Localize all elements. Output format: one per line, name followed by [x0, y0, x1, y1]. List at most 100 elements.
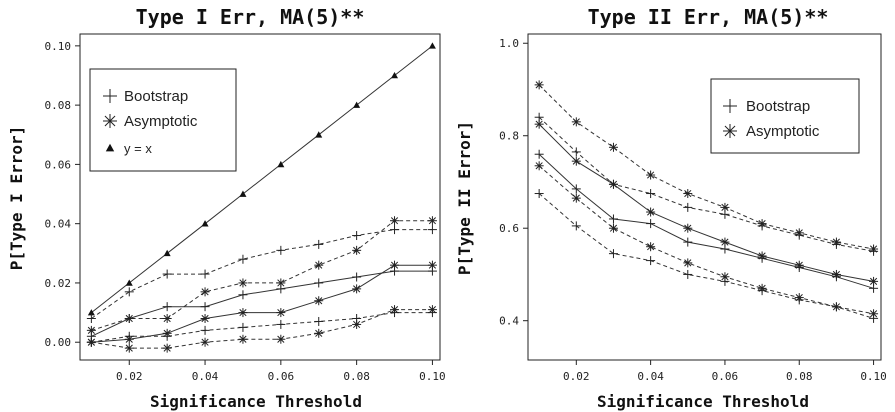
- data-point: [683, 237, 693, 247]
- data-point: [162, 302, 172, 312]
- data-point: [200, 337, 210, 347]
- series-5: [534, 80, 879, 254]
- data-point: [86, 314, 96, 324]
- data-point: [427, 305, 437, 315]
- legend-marker-plus: [103, 89, 117, 103]
- x-tick-label: 0.06: [268, 370, 295, 383]
- data-point: [757, 219, 767, 229]
- series-6: [534, 161, 879, 319]
- data-point: [314, 260, 324, 270]
- data-point: [276, 334, 286, 344]
- series-2: [86, 266, 437, 341]
- data-point: [124, 334, 134, 344]
- data-point: [869, 276, 879, 286]
- legend: Bootstrap Asymptotic: [710, 78, 860, 154]
- x-tick-label: 0.08: [343, 370, 370, 383]
- data-point: [869, 244, 879, 254]
- data-point: [125, 279, 133, 286]
- legend-marker-star: [103, 114, 117, 128]
- plot-frame: [79, 33, 441, 361]
- chart-title: Type I Err, MA(5)**: [136, 5, 365, 29]
- data-point: [314, 239, 324, 249]
- data-point: [163, 249, 171, 257]
- data-point: [757, 251, 767, 261]
- data-point: [683, 258, 693, 268]
- y-tick-label: 0.06: [45, 158, 72, 171]
- data-point: [646, 170, 656, 180]
- y-tick-label: 0.10: [45, 40, 72, 53]
- y-tick-label: 0.08: [45, 99, 72, 112]
- legend: Bootstrap Asymptotic y = x: [89, 68, 237, 172]
- data-point: [571, 184, 581, 194]
- data-point: [757, 283, 767, 293]
- data-point: [276, 245, 286, 255]
- data-point: [276, 319, 286, 329]
- y-tick-label: 0.8: [499, 130, 519, 143]
- legend-marker-triangle: [105, 143, 115, 152]
- series-line: [91, 309, 433, 349]
- data-point: [720, 237, 730, 247]
- x-tick-label: 0.10: [419, 370, 446, 383]
- series-3: [86, 225, 437, 324]
- series-1: [87, 42, 436, 316]
- series-line: [538, 193, 874, 319]
- data-point: [238, 334, 248, 344]
- data-point: [238, 290, 248, 300]
- data-point: [352, 231, 362, 241]
- x-tick-label: 0.02: [116, 370, 143, 383]
- x-axis-label: Significance Threshold: [150, 392, 362, 411]
- data-point: [831, 302, 841, 312]
- series-line: [91, 220, 433, 331]
- data-point: [608, 179, 618, 189]
- data-point: [427, 225, 437, 235]
- series-3: [534, 189, 879, 323]
- data-point: [124, 314, 134, 324]
- data-point: [534, 189, 544, 199]
- data-point: [162, 328, 172, 338]
- data-point: [534, 149, 544, 159]
- data-point: [238, 254, 248, 264]
- data-point: [314, 278, 324, 288]
- data-point: [720, 202, 730, 212]
- data-point: [534, 161, 544, 171]
- data-point: [86, 337, 96, 347]
- data-point: [200, 269, 210, 279]
- data-point: [390, 305, 400, 315]
- panel-1: Type I Err, MA(5)** Significance Threshol…: [7, 5, 446, 411]
- x-tick-label: 0.04: [192, 370, 219, 383]
- y-tick-label: 0.6: [499, 222, 519, 235]
- data-point: [571, 221, 581, 231]
- data-point: [608, 214, 618, 224]
- x-tick-label: 0.08: [786, 370, 813, 383]
- series-line: [538, 116, 874, 252]
- data-point: [794, 228, 804, 238]
- data-point: [390, 216, 400, 226]
- data-point: [315, 131, 323, 138]
- data-point: [200, 314, 210, 324]
- data-point: [352, 272, 362, 282]
- x-tick-label: 0.02: [563, 370, 590, 383]
- series-line: [538, 84, 874, 250]
- data-point: [869, 309, 879, 319]
- data-point: [646, 256, 656, 266]
- x-axis-label: Significance Threshold: [597, 392, 809, 411]
- data-point: [427, 260, 437, 270]
- data-point: [314, 328, 324, 338]
- data-point: [534, 119, 544, 129]
- y-axis-label: P[Type I Error]: [7, 126, 26, 271]
- legend-label: Bootstrap: [124, 88, 188, 105]
- data-point: [831, 269, 841, 279]
- y-tick-label: 0.04: [45, 218, 72, 231]
- panel-2: Type II Err, MA(5)** Significance Thresho…: [455, 5, 887, 411]
- data-point: [201, 220, 209, 227]
- data-point: [571, 117, 581, 127]
- data-point: [683, 202, 693, 212]
- data-point: [831, 237, 841, 247]
- data-point: [352, 245, 362, 255]
- data-point: [646, 189, 656, 199]
- data-point: [238, 322, 248, 332]
- data-point: [353, 101, 361, 108]
- x-tick-label: 0.04: [637, 370, 664, 383]
- series-line: [538, 123, 874, 282]
- data-point: [390, 225, 400, 235]
